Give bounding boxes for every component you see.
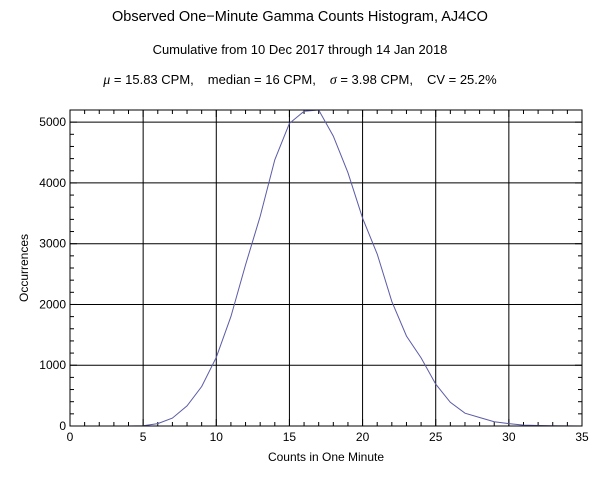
x-tick-label: 5 bbox=[140, 430, 147, 444]
y-tick-label: 1000 bbox=[39, 358, 66, 372]
y-axis-label: Occurrences bbox=[17, 234, 31, 302]
x-tick-label: 20 bbox=[356, 430, 370, 444]
cv-stat: CV = 25.2% bbox=[426, 72, 497, 87]
grid-lines bbox=[70, 110, 582, 426]
y-tick-label: 2000 bbox=[39, 297, 66, 311]
series-line bbox=[70, 109, 583, 427]
chart-subtitle: Cumulative from 10 Dec 2017 through 14 J… bbox=[152, 42, 448, 57]
chart-stats-line: μ = 15.83 CPM, median = 16 CPM, σ = 3.98 C… bbox=[0, 72, 600, 89]
y-tick-label: 5000 bbox=[39, 115, 66, 129]
chart-title: Observed One−Minute Gamma Counts Histogr… bbox=[112, 9, 488, 25]
x-tick-label: 35 bbox=[575, 430, 589, 444]
x-tick-label: 10 bbox=[210, 430, 224, 444]
median-stat: median = 16 CPM, bbox=[207, 72, 316, 87]
axis-ticks bbox=[69, 109, 583, 427]
x-tick-label: 0 bbox=[67, 430, 74, 444]
x-tick-label: 15 bbox=[283, 430, 297, 444]
x-axis-label: Counts in One Minute bbox=[268, 450, 384, 464]
plot-frame bbox=[69, 109, 583, 427]
sigma-symbol: σ bbox=[329, 73, 337, 88]
y-tick-label: 0 bbox=[59, 419, 66, 433]
mu-symbol: μ bbox=[103, 73, 111, 88]
stddev-stat: = 3.98 CPM, bbox=[336, 72, 413, 87]
y-tick-label: 4000 bbox=[39, 176, 66, 190]
x-tick-label: 30 bbox=[502, 430, 516, 444]
tick-labels: 0 5 10 15 20 25 30 35 0 1000 2000 3000 4000 5000 bbox=[39, 115, 589, 444]
x-tick-label: 25 bbox=[429, 430, 443, 444]
y-tick-label: 3000 bbox=[39, 237, 66, 251]
mean-stat: = 15.83 CPM, bbox=[110, 72, 194, 87]
